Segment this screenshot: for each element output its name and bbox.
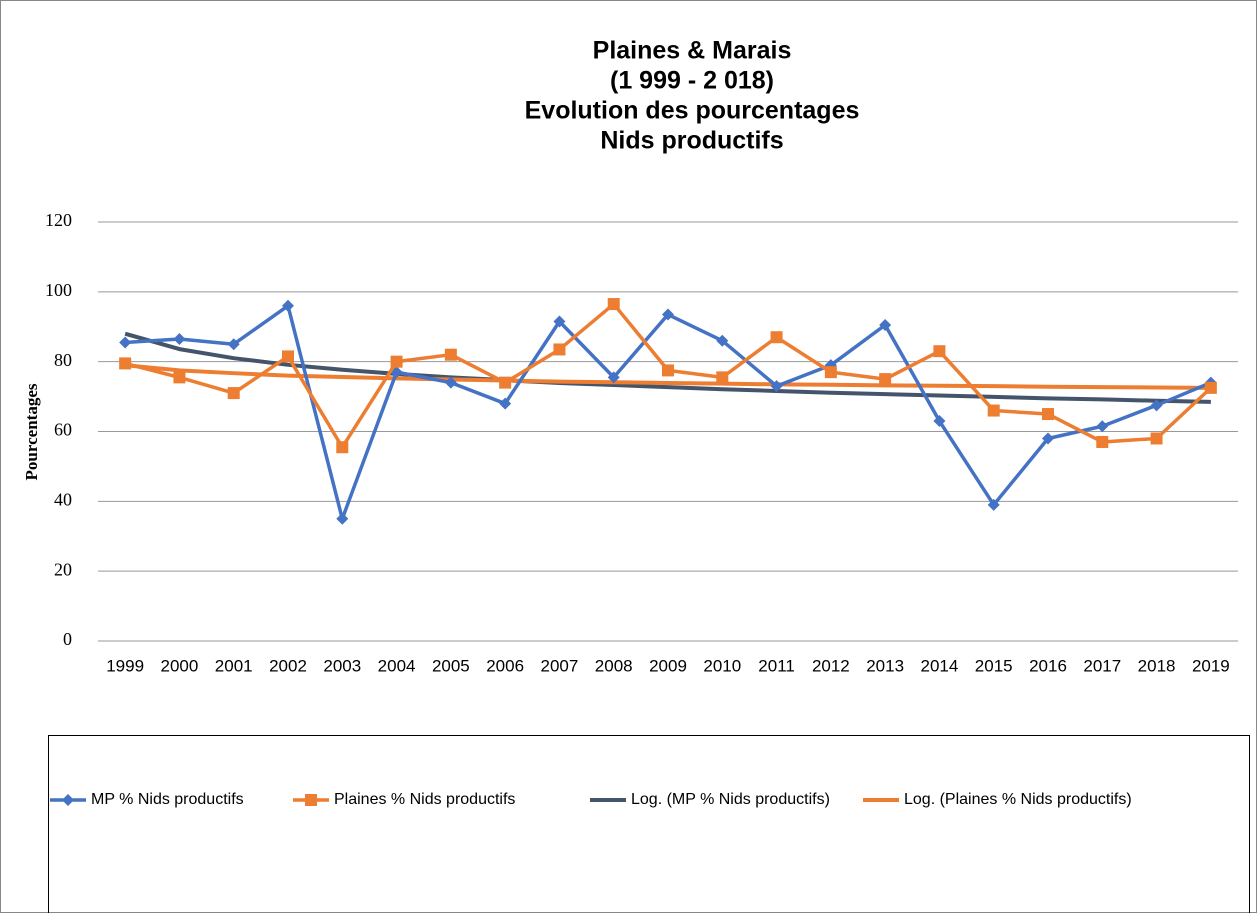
x-tick-label: 2007 xyxy=(541,656,579,675)
marker xyxy=(933,415,946,428)
marker xyxy=(1096,420,1109,433)
legend-label: MP % Nids productifs xyxy=(91,791,244,808)
marker xyxy=(1042,432,1054,445)
marker xyxy=(1204,381,1217,394)
y-tick-label: 60 xyxy=(54,420,72,440)
marker xyxy=(553,315,566,328)
legend-label: Log. (Plaines % Nids productifs) xyxy=(904,791,1132,808)
marker xyxy=(227,387,240,400)
x-tick-label: 2012 xyxy=(812,656,850,675)
x-tick-label: 2018 xyxy=(1138,656,1176,675)
x-tick-label: 2004 xyxy=(378,656,416,675)
marker xyxy=(62,794,74,806)
x-tick-label: 2009 xyxy=(649,656,687,675)
marker xyxy=(987,404,1000,417)
x-tick-label: 1999 xyxy=(106,656,144,675)
marker xyxy=(173,371,186,384)
marker xyxy=(499,397,512,410)
y-tick-label: 0 xyxy=(63,629,72,649)
marker xyxy=(607,298,620,311)
marker xyxy=(770,380,783,393)
marker xyxy=(119,357,132,370)
x-tick-label: 2017 xyxy=(1083,656,1121,675)
x-tick-label: 2014 xyxy=(921,656,959,675)
y-tick-label: 20 xyxy=(54,559,72,579)
y-tick-label: 40 xyxy=(54,489,72,509)
marker xyxy=(1150,432,1163,445)
y-tick-label: 80 xyxy=(54,350,72,370)
marker xyxy=(1150,399,1163,412)
marker xyxy=(444,376,457,389)
x-tick-label: 2013 xyxy=(866,656,904,675)
marker xyxy=(770,331,783,344)
chart-title: Evolution des pourcentages xyxy=(525,97,860,125)
marker xyxy=(390,355,403,368)
legend-label: Log. (MP % Nids productifs) xyxy=(631,791,830,808)
chart-title: Nids productifs xyxy=(600,127,783,155)
marker xyxy=(987,498,1000,511)
marker xyxy=(824,366,837,379)
y-axis-title: Pourcentages xyxy=(22,383,41,480)
x-tick-label: 2005 xyxy=(432,656,470,675)
marker xyxy=(227,338,240,351)
x-tick-label: 2016 xyxy=(1029,656,1067,675)
marker xyxy=(336,441,349,454)
marker xyxy=(336,512,349,525)
x-tick-label: 2006 xyxy=(486,656,524,675)
chart-title: Plaines & Marais xyxy=(593,37,792,65)
x-tick-label: 2001 xyxy=(215,656,253,675)
x-tick-label: 2010 xyxy=(703,656,741,675)
x-tick-label: 2011 xyxy=(758,656,795,675)
trend-line xyxy=(124,331,1211,404)
marker xyxy=(553,343,566,356)
y-tick-label: 120 xyxy=(45,210,72,230)
marker xyxy=(499,376,512,389)
marker xyxy=(879,319,892,332)
marker xyxy=(282,350,294,363)
marker xyxy=(282,299,294,312)
x-tick-label: 2019 xyxy=(1192,656,1230,675)
marker xyxy=(305,794,317,806)
marker xyxy=(716,334,729,347)
chart-title: (1 999 - 2 018) xyxy=(610,67,774,95)
x-tick-label: 2015 xyxy=(975,656,1013,675)
legend-label: Plaines % Nids productifs xyxy=(334,791,515,808)
y-tick-label: 100 xyxy=(45,280,72,300)
marker xyxy=(119,336,132,349)
marker xyxy=(716,371,729,384)
marker xyxy=(607,371,620,384)
x-tick-label: 2008 xyxy=(595,656,633,675)
x-tick-label: 2003 xyxy=(323,656,361,675)
marker xyxy=(879,373,892,386)
marker xyxy=(1042,408,1054,421)
marker xyxy=(1096,435,1109,448)
marker xyxy=(444,348,457,361)
marker xyxy=(662,308,674,321)
marker xyxy=(173,332,186,345)
marker xyxy=(933,345,946,358)
x-tick-label: 2002 xyxy=(269,656,307,675)
marker xyxy=(662,364,674,377)
x-tick-label: 2000 xyxy=(161,656,199,675)
legend-box xyxy=(48,735,1250,913)
